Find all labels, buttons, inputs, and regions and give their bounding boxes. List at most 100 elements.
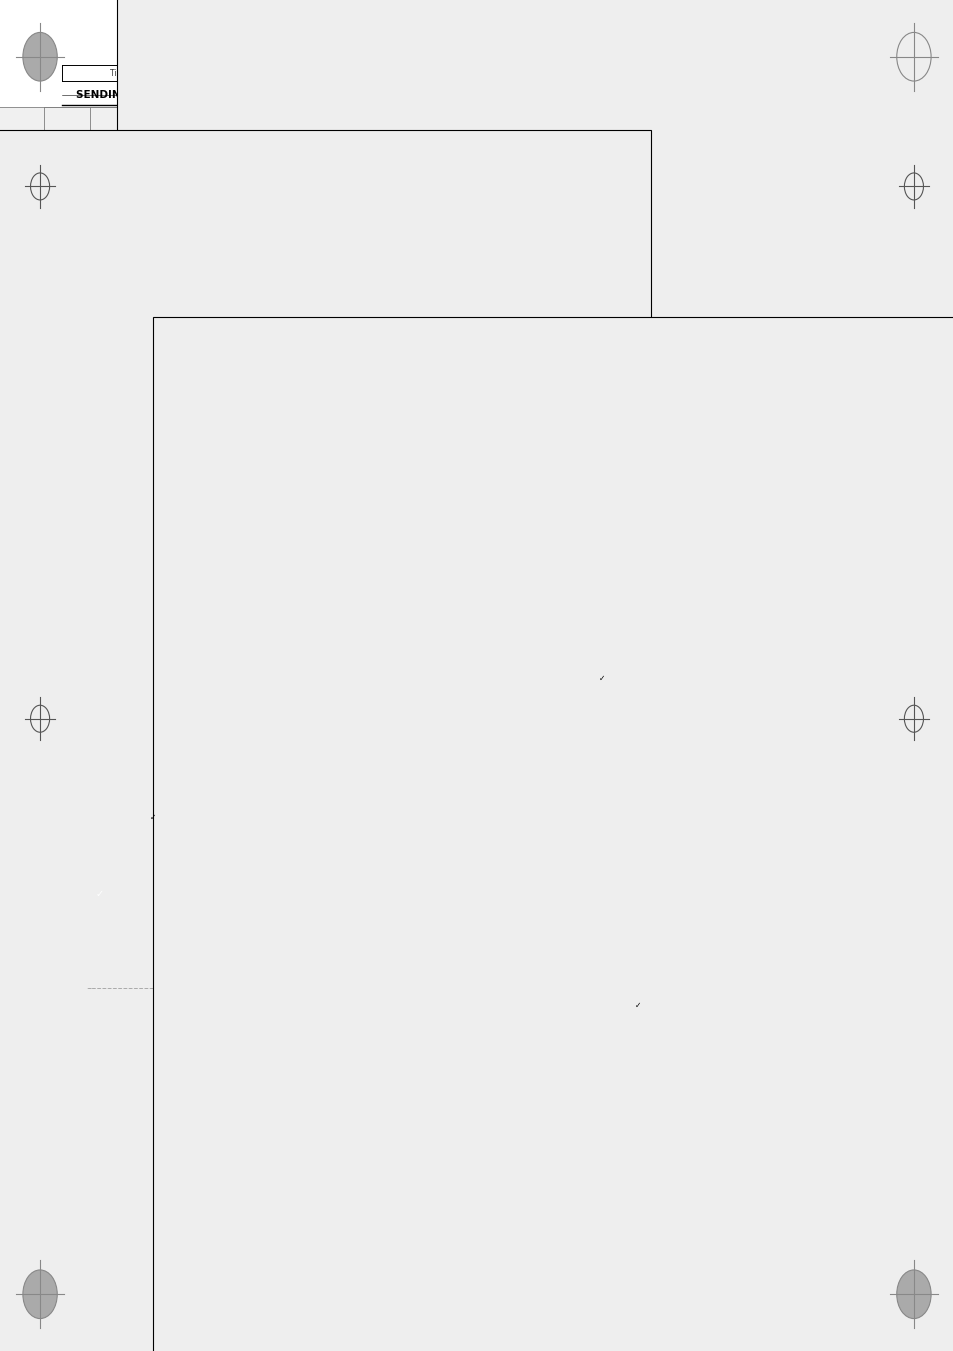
FancyBboxPatch shape — [117, 0, 953, 1351]
Text: ADD/C: ADD/C — [484, 940, 500, 946]
Text: ▶: ▶ — [679, 297, 682, 303]
FancyBboxPatch shape — [44, 245, 953, 1351]
Text: FAX: FAX — [200, 892, 213, 897]
Text: the correct number. If you do not know the 3-digit: the correct number. If you do not know t… — [475, 1132, 753, 1142]
FancyBboxPatch shape — [137, 457, 294, 486]
Text: ☎: ☎ — [584, 323, 593, 328]
FancyBboxPatch shape — [152, 317, 953, 1351]
Text: CORPO. THS: CORPO. THS — [598, 326, 632, 331]
Text: 7: 7 — [489, 885, 495, 893]
Text: READY TO SEND: READY TO SEND — [484, 297, 532, 303]
Text: 4: 4 — [475, 1210, 491, 1235]
Text: Perform steps 1 through 6 of “BASIC
PROCEDURE  FOR  SENDING  FAXES”
(page 2-2).: Perform steps 1 through 6 of “BASIC PROC… — [88, 740, 327, 790]
FancyBboxPatch shape — [0, 107, 953, 1351]
Text: Speed Dial numbers on pages 6-3 and 6-6.): Speed Dial numbers on pages 6-3 and 6-6.… — [475, 962, 718, 971]
FancyBboxPatch shape — [475, 288, 694, 320]
FancyBboxPatch shape — [112, 838, 267, 867]
Text: 1: 1 — [65, 259, 81, 284]
FancyBboxPatch shape — [90, 107, 953, 1351]
Text: 3: 3 — [475, 259, 491, 284]
Text: Tiger2_fax_sec.book  4 ページ  2004年9月16日  木曜日  午前8時53分: Tiger2_fax_sec.book 4 ページ 2004年9月16日 木曜日… — [110, 69, 322, 78]
Text: MODE SWITCH: MODE SWITCH — [187, 924, 225, 929]
Text: FAX: FAX — [84, 394, 97, 400]
Text: ☞: ☞ — [539, 871, 549, 881]
FancyBboxPatch shape — [81, 878, 117, 911]
Text: SENDING A FAX: SENDING A FAX — [76, 91, 167, 100]
FancyBboxPatch shape — [0, 245, 953, 1351]
Circle shape — [23, 32, 57, 81]
Text: Touch the [ADDRESS BOOK] key.: Touch the [ADDRESS BOOK] key. — [88, 335, 314, 349]
Text: *: * — [490, 931, 494, 939]
Text: SWITCH: SWITCH — [84, 438, 109, 443]
FancyBboxPatch shape — [90, 153, 953, 1351]
Text: 3: 3 — [475, 740, 491, 765]
Text: ADDRESS REVIEW: ADDRESS REVIEW — [179, 469, 242, 474]
Text: EFGHI: EFGHI — [563, 496, 575, 499]
Circle shape — [635, 875, 680, 940]
Text: Fax numbers can also be dialed by automatic dialing (one-touch dialing and group: Fax numbers can also be dialed by automa… — [76, 178, 718, 231]
Text: ABCD: ABCD — [520, 496, 531, 499]
Circle shape — [896, 1270, 930, 1319]
Circle shape — [642, 813, 673, 857]
FancyBboxPatch shape — [76, 354, 300, 554]
Circle shape — [642, 762, 673, 805]
Text: #/P: #/P — [577, 931, 590, 939]
Text: RESEND: RESEND — [200, 359, 230, 365]
Text: SHARP GROUP: SHARP GROUP — [479, 363, 519, 369]
Text: SENDING A FAX BY SPEED DIALING: SENDING A FAX BY SPEED DIALING — [76, 638, 468, 657]
Text: TRANSMISSION BY AUTO-DIALING: TRANSMISSION BY AUTO-DIALING — [76, 119, 509, 142]
Text: 2: 2 — [65, 813, 79, 834]
Text: 001) can be omitted. Touch the        key (Speed: 001) can be omitted. Touch the key (Spee… — [475, 1011, 740, 1020]
Text: 0: 0 — [535, 931, 540, 939]
FancyBboxPatch shape — [90, 245, 953, 1351]
FancyBboxPatch shape — [137, 416, 294, 446]
Text: JKLMN: JKLMN — [606, 496, 618, 499]
Text: Enter the 3-digit Speed
Dial number that was
automatically  assigned
by  the  ma: Enter the 3-digit Speed Dial number that… — [686, 763, 821, 859]
Text: ✓: ✓ — [150, 813, 156, 821]
Text: SPEAKER: SPEAKER — [167, 850, 195, 855]
Text: number, print the stored destination list (See: number, print the stored destination lis… — [475, 1156, 726, 1166]
Text: clear it. If you enter a 3-digit number that is not: clear it. If you enter a 3-digit number … — [475, 1084, 742, 1093]
Text: 5: 5 — [535, 839, 540, 847]
Text: ✓: ✓ — [95, 889, 103, 900]
Text: Perform steps 1 through 6 of “BASIC
PROCEDURE  FOR  SENDING  FAXES”
(page 2-2).: Perform steps 1 through 6 of “BASIC PROC… — [88, 259, 327, 309]
FancyBboxPatch shape — [90, 199, 953, 1351]
Text: C: C — [655, 780, 660, 788]
FancyBboxPatch shape — [76, 830, 286, 1002]
Text: 4: 4 — [489, 839, 495, 847]
Text: Enter the 3-digit Speed Dial number.: Enter the 3-digit Speed Dial number. — [496, 740, 752, 754]
FancyBboxPatch shape — [76, 381, 132, 419]
Text: FREQUENT USE: FREQUENT USE — [477, 496, 508, 499]
FancyBboxPatch shape — [124, 878, 267, 911]
Text: ✓: ✓ — [598, 674, 605, 682]
Text: CA: CA — [653, 832, 662, 838]
Text: In addition to one-touch dialing and group dialing, you can also send a fax by t: In addition to one-touch dialing and gro… — [76, 673, 728, 725]
Text: ☞: ☞ — [148, 438, 159, 451]
Text: 9: 9 — [580, 885, 586, 893]
Text: 6: 6 — [580, 839, 586, 847]
Text: 3: 3 — [580, 793, 586, 801]
Text: OPQR-: OPQR- — [649, 496, 661, 499]
Text: ✓: ✓ — [634, 1001, 640, 1009]
Text: Continue  from  step  8  of  “BASIC
PROCEDURE  FOR  SENDING  FAXES”
(page 2-3).: Continue from step 8 of “BASIC PROCEDURE… — [496, 1210, 730, 1260]
Text: Touch the        key (Speed Dial key).: Touch the key (Speed Dial key). — [88, 813, 340, 827]
Text: ◆: ◆ — [655, 905, 660, 911]
FancyBboxPatch shape — [0, 153, 953, 1351]
Text: If you enter the wrong number, press the [C] key to: If you enter the wrong number, press the… — [475, 1059, 762, 1069]
Text: The  address  book
screen appears.
This  step  is  not
necessary if the address
: The address book screen appears. This st… — [314, 358, 451, 440]
FancyBboxPatch shape — [475, 288, 694, 511]
Text: ~~~~~~~~~~~~~~~~~~: ~~~~~~~~~~~~~~~~~~ — [86, 986, 180, 992]
Text: Dial key).: Dial key). — [475, 1035, 527, 1044]
Text: SHARP CORPORATE: SHARP CORPORATE — [479, 326, 532, 331]
Text: page 6-14.): page 6-14.) — [475, 1205, 539, 1215]
Text: 1: 1 — [65, 740, 81, 765]
Text: (ONE-TOUCH DIALING AND GROUP DIALING): (ONE-TOUCH DIALING AND GROUP DIALING) — [76, 145, 639, 168]
Text: “PRINTING PROGRAMMED INFORMATION” on: “PRINTING PROGRAMMED INFORMATION” on — [475, 1181, 722, 1190]
Text: 2-4: 2-4 — [76, 1282, 107, 1301]
FancyBboxPatch shape — [44, 107, 953, 1351]
Text: Continue  from  step  8  of  “BASIC
PROCEDURE  FOR  SENDING  FAXES”
(page 2-3).: Continue from step 8 of “BASIC PROCEDURE… — [496, 557, 730, 607]
Text: ADDRESS BOOK: ADDRESS BOOK — [183, 428, 238, 434]
Text: BAKER: BAKER — [84, 359, 109, 365]
Text: 4: 4 — [475, 557, 491, 581]
FancyBboxPatch shape — [475, 757, 675, 957]
